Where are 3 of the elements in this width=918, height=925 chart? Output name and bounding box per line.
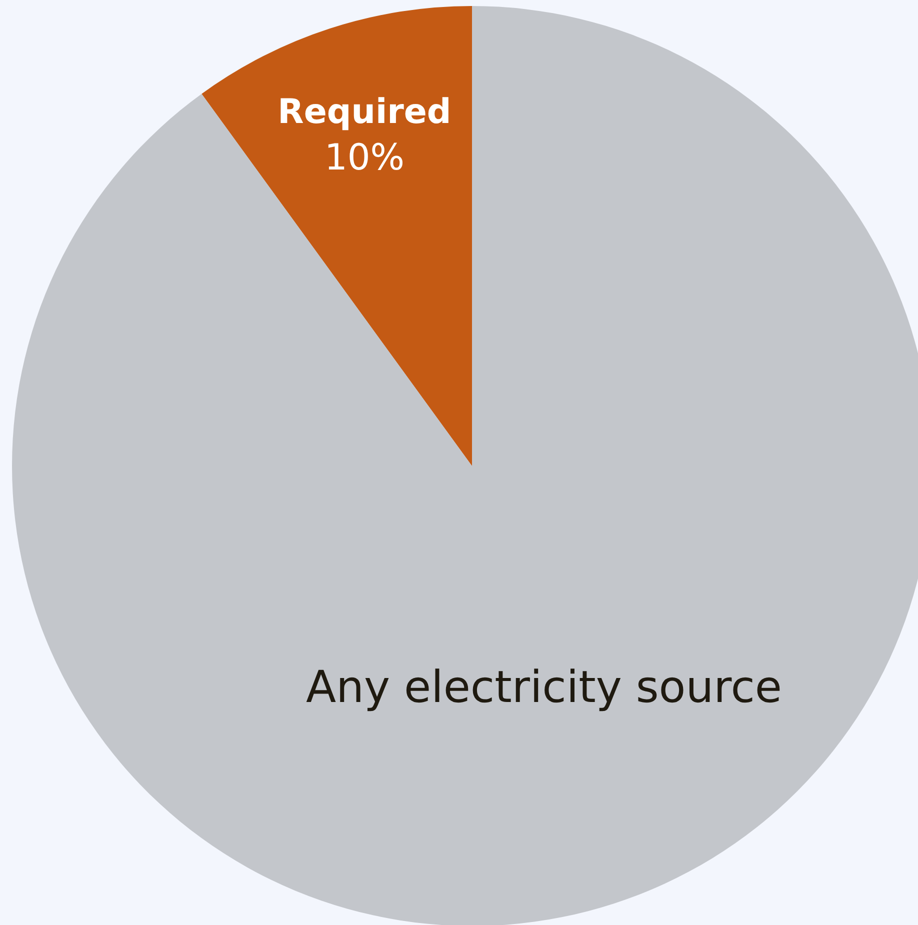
slice-label: Any electricity source — [306, 662, 782, 714]
slice-label: Required — [278, 92, 452, 132]
data-label: 10% — [324, 138, 404, 179]
